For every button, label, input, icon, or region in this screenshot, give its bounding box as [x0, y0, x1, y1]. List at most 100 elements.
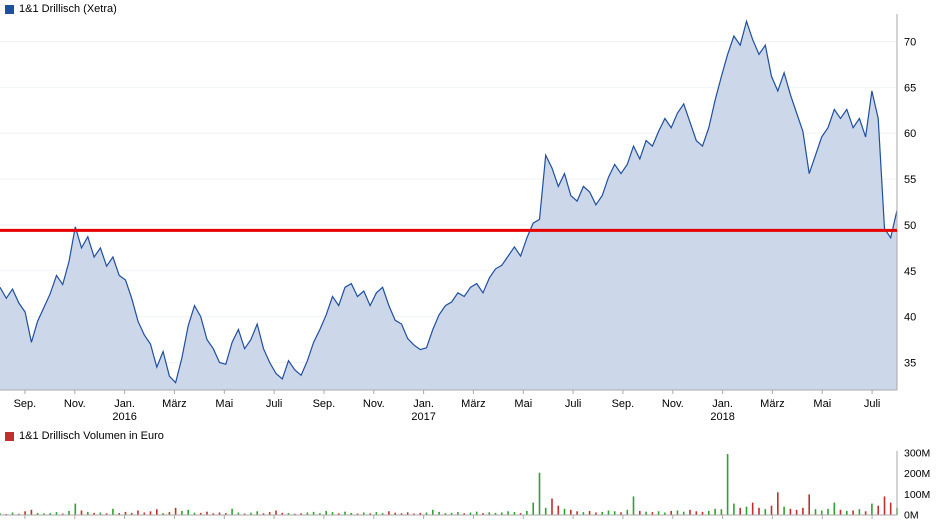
volume-bar: [325, 510, 327, 515]
price-x-axis-label: Mai: [813, 398, 831, 410]
year-label: 2017: [411, 411, 435, 423]
volume-bar: [507, 511, 509, 515]
price-y-axis-label: 40: [904, 312, 916, 324]
volume-bar: [513, 512, 516, 515]
volume-bar: [588, 510, 591, 515]
volume-bar: [375, 512, 378, 515]
volume-bar: [889, 502, 892, 515]
volume-bar: [526, 510, 528, 515]
volume-bar: [450, 512, 453, 515]
volume-bar: [846, 510, 848, 515]
volume-bar: [864, 511, 867, 515]
volume-bar: [99, 512, 102, 515]
price-x-axis-label: Jan.: [712, 398, 733, 410]
volume-bar: [689, 509, 691, 515]
volume-bar: [344, 511, 346, 515]
volume-bar: [639, 510, 641, 515]
volume-bar: [55, 512, 58, 515]
volume-bar: [827, 508, 829, 515]
volume-bar: [331, 512, 334, 515]
volume-bar: [557, 505, 560, 515]
price-y-axis-label: 55: [904, 174, 916, 186]
volume-bar: [24, 511, 26, 515]
volume-bar: [130, 512, 133, 515]
year-label: 2018: [710, 411, 734, 423]
volume-bar: [739, 507, 741, 515]
volume-bar: [438, 511, 440, 515]
volume-bar: [833, 502, 836, 515]
price-x-axis-label: März: [461, 398, 485, 410]
volume-bar: [394, 512, 396, 515]
volume-bar: [231, 508, 233, 515]
volume-bar: [469, 512, 472, 515]
volume-bar: [645, 511, 647, 515]
volume-bar: [137, 510, 139, 515]
volume-bar: [651, 512, 654, 515]
price-x-axis-label: Jan.: [413, 398, 434, 410]
volume-bar: [720, 509, 723, 515]
volume-bar: [745, 506, 748, 515]
price-x-axis-label: Nov.: [662, 398, 684, 410]
volume-bar: [30, 509, 33, 515]
volume-bar: [764, 509, 767, 515]
volume-bar: [268, 512, 271, 515]
volume-bar: [174, 507, 177, 515]
volume-bar: [11, 512, 14, 515]
price-x-axis-label: Nov.: [64, 398, 86, 410]
volume-bar: [124, 511, 127, 515]
volume-bar: [682, 511, 685, 515]
volume-bar: [620, 512, 622, 515]
volume-y-axis-label: 0M: [904, 510, 919, 522]
volume-bar: [388, 511, 390, 515]
volume-bar: [626, 509, 629, 515]
price-x-axis-label: Mai: [215, 398, 233, 410]
price-x-axis-label: März: [162, 398, 186, 410]
volume-bar: [758, 507, 760, 515]
volume-bar: [883, 496, 886, 515]
volume-bar: [783, 506, 785, 515]
volume-bar: [105, 513, 108, 515]
year-label: 2016: [112, 411, 136, 423]
volume-bar: [808, 494, 810, 515]
volume-bar: [595, 512, 597, 515]
volume-bar: [676, 510, 679, 515]
volume-bar: [519, 513, 522, 515]
price-y-axis-label: 65: [904, 82, 916, 94]
volume-chart: 300M 200M 100M 0M: [0, 448, 930, 522]
volume-bar: [425, 512, 428, 515]
volume-bar: [312, 511, 315, 515]
volume-bar: [212, 513, 215, 515]
volume-bar: [250, 512, 252, 515]
volume-bar: [350, 512, 353, 515]
volume-bar: [664, 512, 666, 515]
volume-bar: [225, 513, 227, 515]
price-legend: 1&1 Drillisch (Xetra): [5, 3, 117, 15]
volume-bar: [457, 512, 459, 515]
volume-bar: [726, 454, 729, 515]
price-x-axis-label: Sep.: [14, 398, 37, 410]
volume-bar: [0, 513, 1, 515]
volume-bar: [306, 512, 309, 515]
volume-bar: [363, 512, 365, 515]
volume-bar: [789, 508, 792, 515]
volume-bar: [488, 512, 491, 515]
price-area: [0, 21, 897, 391]
price-x-axis-label: Nov.: [363, 398, 385, 410]
volume-series-title: 1&1 Drillisch Volumen in Euro: [19, 430, 164, 442]
volume-bar: [733, 503, 735, 515]
price-x-axis-label: Sep.: [612, 398, 635, 410]
volume-y-axis-label: 100M: [904, 489, 930, 501]
volume-bar: [319, 513, 321, 515]
volume-bar: [695, 511, 698, 515]
volume-bar: [795, 509, 798, 515]
volume-bar: [570, 509, 572, 515]
volume-bar: [36, 512, 39, 515]
volume-y-axis-label: 200M: [904, 468, 930, 480]
volume-bar: [413, 513, 415, 515]
volume-bar: [494, 512, 497, 515]
volume-bar: [93, 512, 95, 515]
volume-bar: [61, 513, 64, 515]
volume-bar: [181, 510, 183, 515]
volume-bar: [852, 510, 854, 515]
volume-legend-marker: [5, 431, 14, 441]
